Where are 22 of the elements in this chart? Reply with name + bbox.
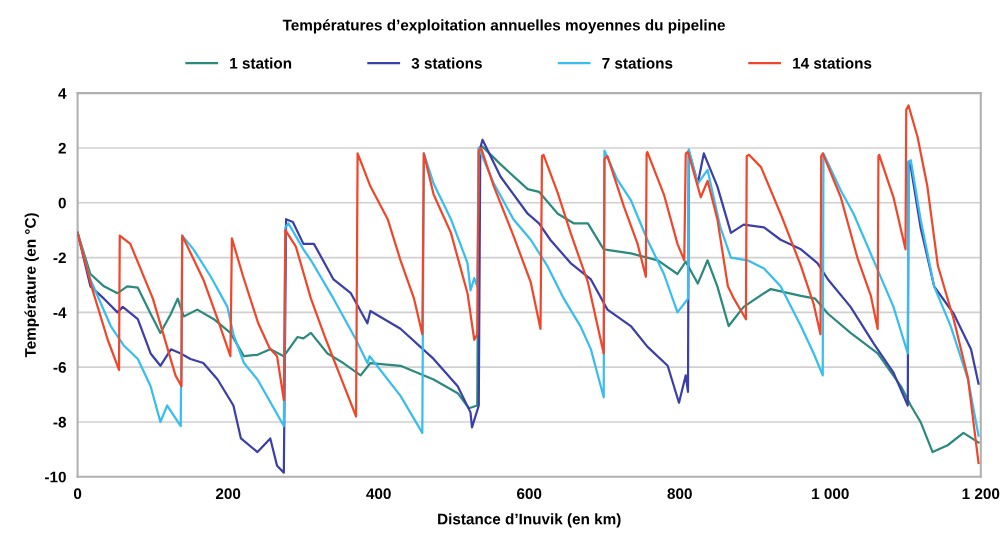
- x-tick-label: 1 000: [812, 488, 849, 500]
- y-tick-label: 0: [58, 197, 66, 209]
- x-tick-label: 800: [667, 488, 692, 500]
- legend-label: 1 station: [230, 57, 292, 69]
- y-axis-title: Température (en °C): [24, 213, 39, 358]
- x-axis-title: Distance d’Inuvik (en km): [438, 513, 621, 528]
- legend-label: 7 stations: [602, 57, 673, 69]
- x-tick-label: 1 200: [962, 488, 1000, 500]
- y-tick-label: 2: [58, 142, 66, 154]
- x-tick-label: 0: [73, 488, 82, 500]
- chart-title: Températures d’exploitation annuelles moyennes du pipeline: [282, 19, 725, 34]
- legend-label: 14 stations: [793, 57, 872, 69]
- y-tick-label: -6: [53, 362, 66, 373]
- y-tick-label: -8: [53, 416, 67, 428]
- x-tick-label: 600: [517, 488, 542, 500]
- y-tick-label: 4: [58, 88, 67, 99]
- y-tick-label: -10: [45, 471, 66, 483]
- y-tick-label: -2: [53, 252, 66, 264]
- legend-label: 3 stations: [411, 57, 482, 69]
- y-tick-label: -4: [53, 307, 67, 318]
- x-tick-label: 400: [366, 488, 391, 500]
- x-tick-label: 200: [215, 488, 241, 500]
